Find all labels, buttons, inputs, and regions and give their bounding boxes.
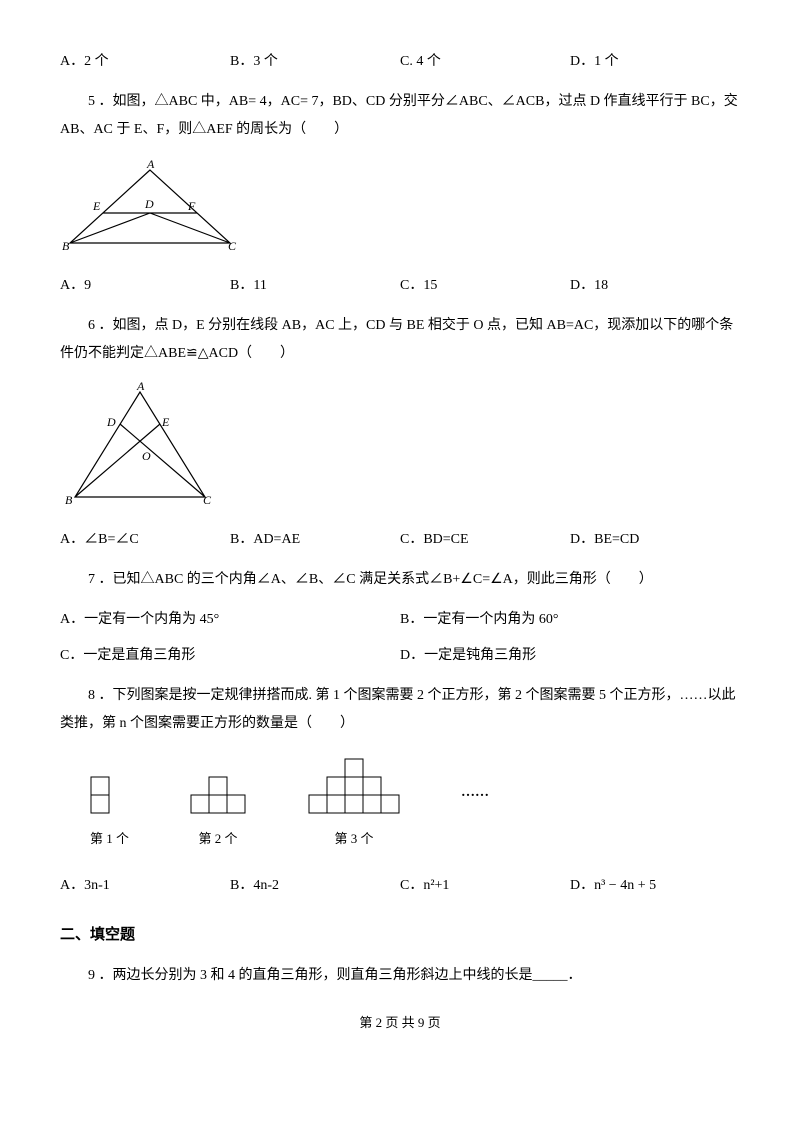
option-b: B．一定有一个内角为 60° — [400, 606, 740, 634]
option-a: A．9 — [60, 272, 230, 300]
q7-text: 7 ．已知△ABC 的三个内角∠A、∠B、∠C 满足关系式∠B+∠C=∠A，则此… — [60, 566, 740, 594]
option-b: B．11 — [230, 272, 400, 300]
q6-label-o: O — [142, 449, 151, 463]
q6-text: 6 ．如图，点 D，E 分别在线段 AB，AC 上，CD 与 BE 相交于 O … — [60, 312, 740, 368]
option-c: C．15 — [400, 272, 570, 300]
page-footer: 第 2 页 共 9 页 — [60, 1010, 740, 1036]
option-d: D．BE=CD — [570, 526, 740, 554]
q9-text: 9 ．两边长分别为 3 和 4 的直角三角形，则直角三角形斜边上中线的长是___… — [60, 962, 740, 990]
option-a: A．2 个 — [60, 48, 230, 76]
q6-label-c: C — [203, 493, 212, 507]
q5-label-a: A — [146, 158, 155, 171]
option-b: B．3 个 — [230, 48, 400, 76]
q5-label-b: B — [62, 239, 70, 253]
option-c: C．一定是直角三角形 — [60, 642, 400, 670]
q6-figure: A B C D E O — [60, 382, 740, 512]
q5-options: A．9 B．11 C．15 D．18 — [60, 272, 740, 300]
section-2-title: 二、填空题 — [60, 920, 740, 950]
q5-label-d: D — [144, 197, 154, 211]
option-b: B．AD=AE — [230, 526, 400, 554]
q5-label-c: C — [228, 239, 237, 253]
option-d: D．1 个 — [570, 48, 740, 76]
q8-pattern-1: 第 1 个 — [90, 776, 129, 852]
q8-label-1: 第 1 个 — [90, 826, 129, 852]
q6-label-b: B — [65, 493, 73, 507]
q6-label-d: D — [106, 415, 116, 429]
q8-pattern-3: 第 3 个 — [307, 758, 401, 852]
q-prev-options: A．2 个 B．3 个 C. 4 个 D．1 个 — [60, 48, 740, 76]
q8-text: 8 ．下列图案是按一定规律拼搭而成. 第 1 个图案需要 2 个正方形，第 2 … — [60, 682, 740, 738]
q5-label-f: F — [187, 199, 196, 213]
q8-label-3: 第 3 个 — [307, 826, 401, 852]
option-d: D．n³ − 4n + 5 — [570, 872, 740, 900]
option-d: D．18 — [570, 272, 740, 300]
q6-label-a: A — [136, 382, 145, 393]
option-a: A．3n-1 — [60, 872, 230, 900]
q6-label-e: E — [161, 415, 170, 429]
q8-options: A．3n-1 B．4n-2 C．n²+1 D．n³ − 4n + 5 — [60, 872, 740, 900]
q8-label-2: 第 2 个 — [189, 826, 247, 852]
q5-figure: A B C E D F — [60, 158, 740, 258]
q7-options-row1: A．一定有一个内角为 45° B．一定有一个内角为 60° — [60, 606, 740, 634]
q5-label-e: E — [92, 199, 101, 213]
q8-pattern-2: 第 2 个 — [189, 776, 247, 852]
q5-text: 5 ．如图，△ABC 中，AB= 4，AC= 7，BD、CD 分别平分∠ABC、… — [60, 88, 740, 144]
option-a: A．∠B=∠C — [60, 526, 230, 554]
option-c: C．n²+1 — [400, 872, 570, 900]
q8-dots: …… — [461, 779, 489, 832]
option-c: C．BD=CE — [400, 526, 570, 554]
q7-options-row2: C．一定是直角三角形 D．一定是钝角三角形 — [60, 642, 740, 670]
option-b: B．4n-2 — [230, 872, 400, 900]
q6-options: A．∠B=∠C B．AD=AE C．BD=CE D．BE=CD — [60, 526, 740, 554]
option-a: A．一定有一个内角为 45° — [60, 606, 400, 634]
option-c: C. 4 个 — [400, 48, 570, 76]
option-d: D．一定是钝角三角形 — [400, 642, 740, 670]
q8-patterns: 第 1 个 第 2 个 — [90, 758, 740, 852]
